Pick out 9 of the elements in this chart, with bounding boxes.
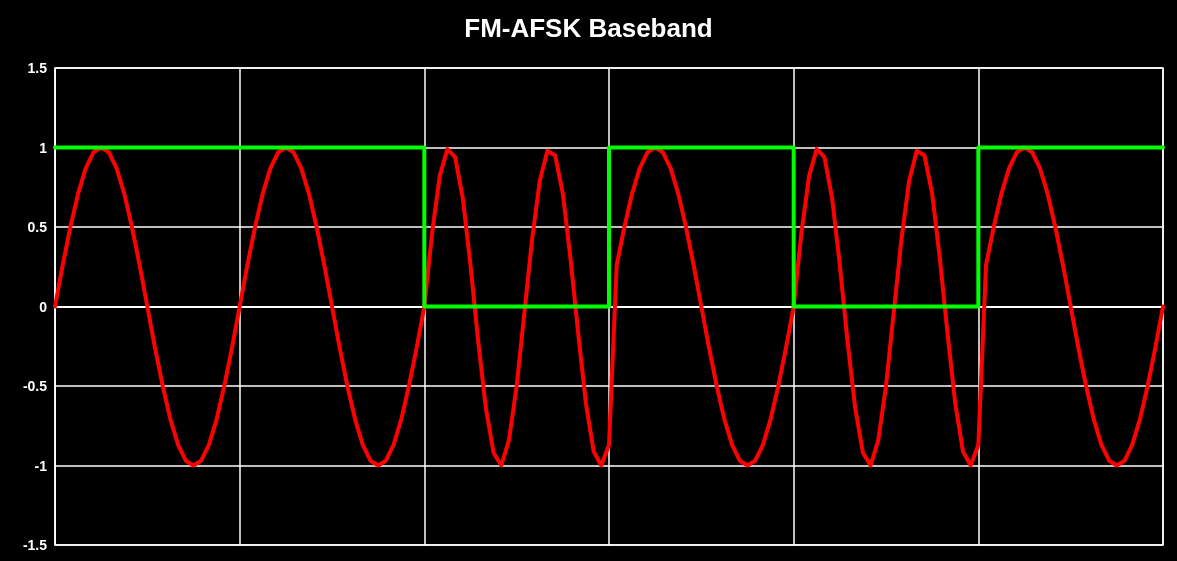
y-tick-label: 0 <box>39 298 48 315</box>
y-tick-label: -1 <box>34 457 48 474</box>
y-tick-label: 1.5 <box>27 60 48 76</box>
y-tick-label: -0.5 <box>22 378 48 394</box>
line-series <box>53 145 1165 468</box>
y-tick-label: 1 <box>39 139 48 156</box>
chart-title: FM-AFSK Baseband <box>464 13 713 43</box>
y-tick-label: 0.5 <box>27 219 48 235</box>
y-tick-label: -1.5 <box>22 537 48 553</box>
